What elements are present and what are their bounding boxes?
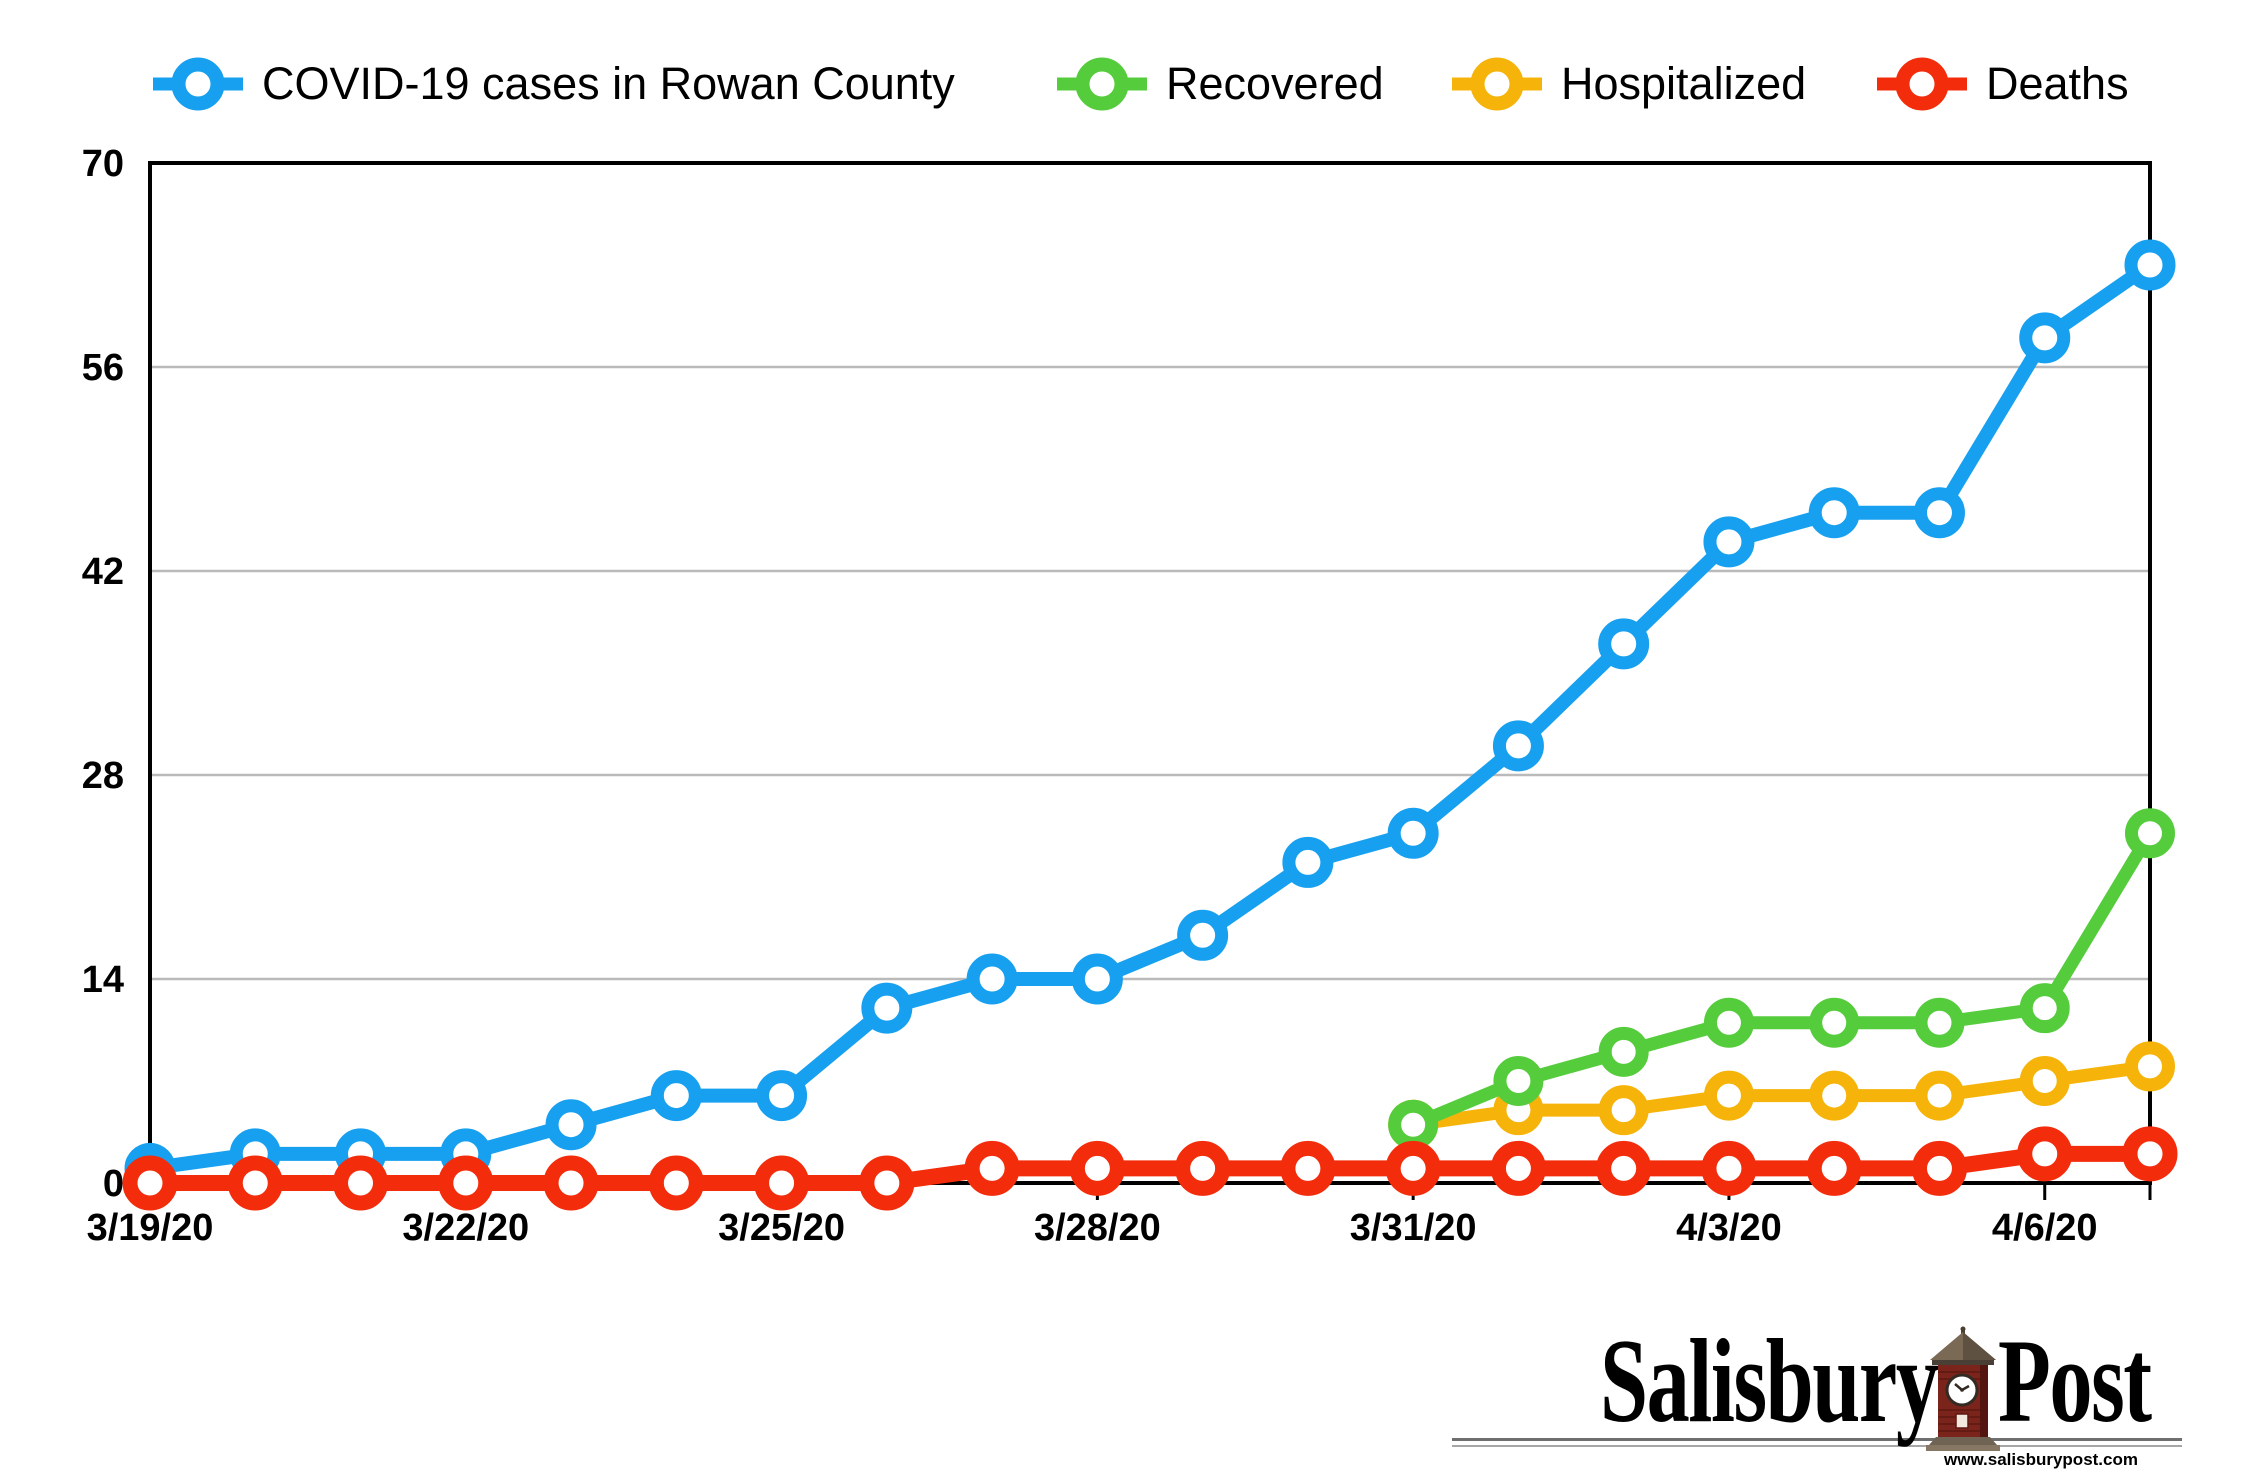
data-point-hospitalized	[2019, 1056, 2070, 1106]
data-point-cases	[2019, 312, 2071, 364]
legend-item-deaths: Deaths	[1874, 56, 2129, 112]
data-point-hospitalized	[2125, 1041, 2175, 1092]
data-point-deaths	[1069, 1140, 1125, 1196]
data-point-recovered	[1703, 997, 1754, 1048]
legend-marker-icon-recovered	[1057, 57, 1147, 111]
data-point-deaths	[1385, 1140, 1441, 1196]
data-point-deaths	[543, 1155, 599, 1211]
data-point-deaths	[1280, 1140, 1336, 1196]
legend-marker-icon-deaths	[1877, 57, 1967, 111]
data-point-cases	[1492, 720, 1544, 772]
data-point-hospitalized	[1598, 1085, 1649, 1136]
legend-item-recovered: Recovered	[1054, 56, 1384, 112]
data-point-cases	[2124, 239, 2176, 291]
data-point-deaths	[1175, 1140, 1231, 1196]
legend-item-hospitalized: Hospitalized	[1449, 56, 1806, 112]
data-point-deaths	[1490, 1140, 1546, 1196]
data-point-recovered	[2019, 983, 2070, 1034]
data-point-recovered	[1493, 1056, 1544, 1106]
data-point-cases	[1703, 516, 1755, 568]
data-point-cases	[650, 1070, 702, 1122]
data-point-deaths	[754, 1155, 810, 1211]
data-point-cases	[966, 953, 1018, 1005]
data-point-recovered	[2125, 808, 2175, 859]
data-point-deaths	[2122, 1126, 2178, 1182]
data-point-hospitalized	[1914, 1070, 1965, 1121]
data-point-deaths	[648, 1155, 704, 1211]
x-tick-label: 4/3/20	[1676, 1207, 1782, 1249]
data-point-cases	[1071, 953, 1123, 1005]
y-tick-label: 14	[82, 959, 124, 1001]
data-point-deaths	[122, 1155, 178, 1211]
legend-label-hospitalized: Hospitalized	[1561, 58, 1807, 109]
legend-label-recovered: Recovered	[1166, 58, 1384, 109]
chart-legend: COVID-19 cases in Rowan County Recovered H…	[0, 0, 2250, 150]
data-point-deaths	[1911, 1140, 1967, 1196]
legend-label-cases: COVID-19 cases in Rowan County	[262, 58, 955, 109]
plot-border	[148, 161, 2152, 1185]
x-tick-label: 3/19/20	[87, 1207, 214, 1249]
legend-marker-icon-cases	[153, 57, 243, 111]
data-point-deaths	[964, 1140, 1020, 1196]
data-point-deaths	[2017, 1126, 2073, 1182]
y-tick-label: 70	[82, 143, 124, 185]
data-point-deaths	[438, 1155, 494, 1211]
x-tick-label: 3/31/20	[1350, 1207, 1477, 1249]
data-point-deaths	[333, 1155, 389, 1211]
data-point-cases	[861, 982, 913, 1034]
data-point-deaths	[1596, 1140, 1652, 1196]
y-tick-label: 0	[103, 1163, 124, 1205]
data-point-cases	[1598, 618, 1650, 670]
data-point-deaths	[227, 1155, 283, 1211]
legend-marker-icon-hospitalized	[1452, 57, 1542, 111]
x-tick-label: 3/28/20	[1034, 1207, 1161, 1249]
data-point-hospitalized	[1809, 1070, 1860, 1121]
y-tick-label: 56	[82, 347, 124, 389]
data-point-cases	[545, 1099, 597, 1151]
data-point-hospitalized	[1703, 1070, 1754, 1121]
legend-label-deaths: Deaths	[1986, 58, 2129, 109]
data-point-recovered	[1914, 997, 1965, 1048]
y-tick-label: 42	[82, 551, 124, 593]
data-point-cases	[1282, 836, 1334, 888]
x-tick-label: 3/22/20	[402, 1207, 529, 1249]
data-point-recovered	[1388, 1099, 1439, 1150]
data-point-cases	[1808, 487, 1860, 539]
x-tick-label: 4/6/20	[1992, 1207, 2098, 1249]
data-point-cases	[756, 1070, 808, 1122]
legend-item-cases: COVID-19 cases in Rowan County	[150, 56, 955, 112]
data-point-cases	[1387, 807, 1439, 859]
y-tick-label: 28	[82, 755, 124, 797]
data-point-deaths	[859, 1155, 915, 1211]
data-point-deaths	[1806, 1140, 1862, 1196]
data-point-recovered	[1809, 997, 1860, 1048]
data-point-cases	[1913, 487, 1965, 539]
x-tick-label: 3/25/20	[718, 1207, 845, 1249]
data-point-recovered	[1598, 1026, 1649, 1077]
data-point-deaths	[1701, 1140, 1757, 1196]
data-point-cases	[1177, 909, 1229, 961]
